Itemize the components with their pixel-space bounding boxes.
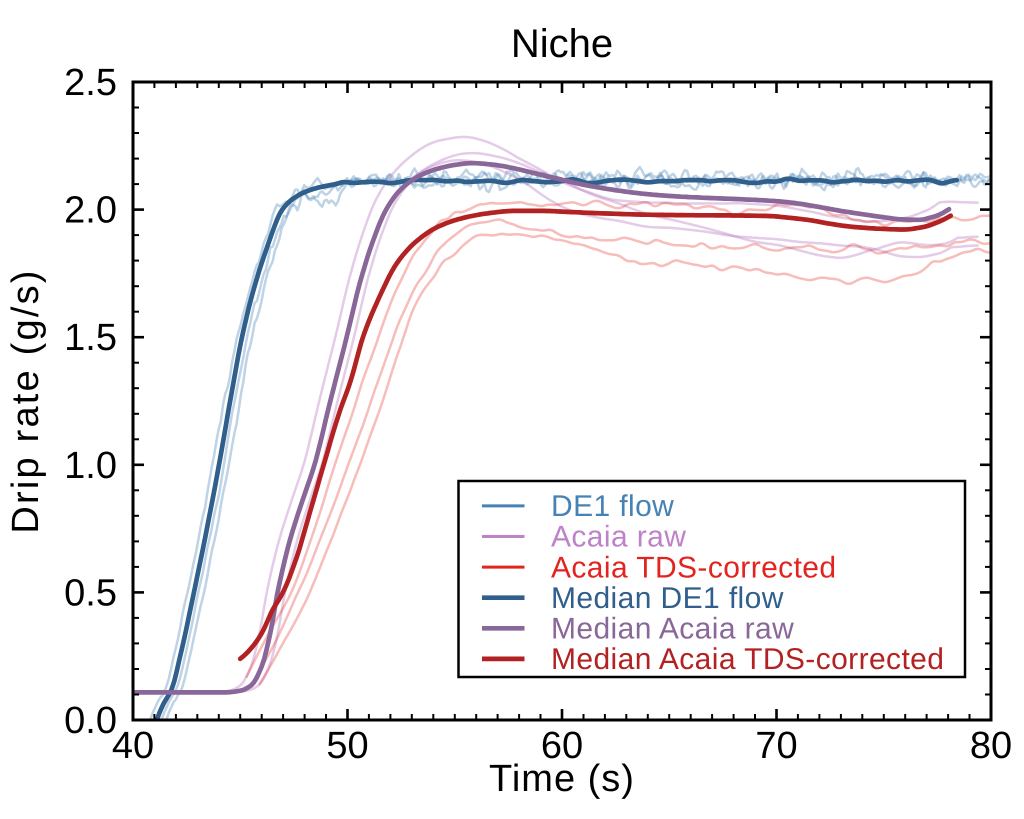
svg-text:Acaia TDS-corrected: Acaia TDS-corrected bbox=[551, 551, 836, 584]
svg-text:1.0: 1.0 bbox=[64, 445, 117, 487]
svg-text:Median Acaia raw: Median Acaia raw bbox=[551, 613, 794, 646]
svg-text:1.5: 1.5 bbox=[64, 317, 117, 359]
svg-text:Median Acaia TDS-corrected: Median Acaia TDS-corrected bbox=[551, 643, 944, 676]
svg-text:2.5: 2.5 bbox=[64, 62, 117, 104]
svg-text:60: 60 bbox=[541, 725, 583, 767]
svg-text:Drip rate (g/s): Drip rate (g/s) bbox=[5, 268, 47, 533]
svg-text:Niche: Niche bbox=[511, 22, 613, 66]
svg-text:70: 70 bbox=[755, 725, 797, 767]
svg-text:Median DE1 flow: Median DE1 flow bbox=[551, 582, 784, 615]
svg-text:Time (s): Time (s) bbox=[489, 758, 635, 800]
svg-text:Acaia raw: Acaia raw bbox=[551, 521, 686, 554]
svg-text:2.0: 2.0 bbox=[64, 190, 117, 232]
svg-text:0.0: 0.0 bbox=[64, 700, 117, 742]
svg-text:80: 80 bbox=[970, 725, 1012, 767]
svg-text:40: 40 bbox=[112, 725, 154, 767]
svg-text:50: 50 bbox=[326, 725, 368, 767]
svg-text:0.5: 0.5 bbox=[64, 572, 117, 614]
svg-text:DE1 flow: DE1 flow bbox=[551, 490, 674, 523]
